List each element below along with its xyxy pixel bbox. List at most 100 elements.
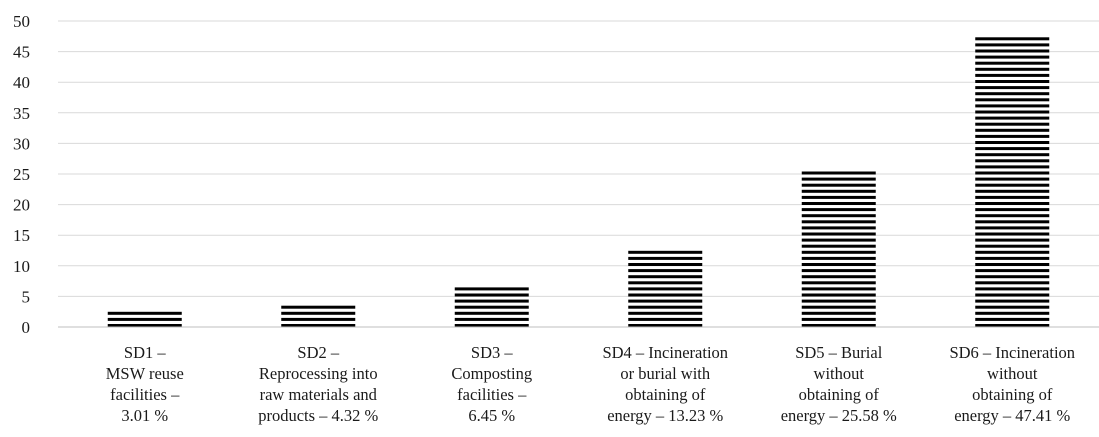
bar-stripe [801,177,876,181]
bar-stripe [975,214,1050,218]
bar-stripe [801,220,876,224]
bar-stripe [801,250,876,254]
bar-stripe [107,317,182,321]
bar-stripe [975,49,1050,53]
y-tick-label: 45 [13,43,30,62]
bar-stripe [454,305,529,309]
bar-stripe [975,293,1050,297]
y-tick-label: 25 [13,165,30,184]
bar-stripe [281,324,356,327]
bar-stripe [975,195,1050,199]
bar-stripe [801,275,876,279]
bar-stripe [975,98,1050,102]
bar-stripe [801,293,876,297]
bar [107,311,182,327]
bar-stripe [454,299,529,303]
bar-stripe [628,281,703,285]
x-tick-label: SD1 – MSW reuse facilities – 3.01 % [105,343,184,425]
bar-stripe [454,324,529,327]
bar-stripe [801,189,876,193]
bar-stripe [801,287,876,291]
bar-stripe [975,55,1050,59]
bar-stripe [628,311,703,315]
bar-stripe [281,311,356,315]
y-tick-label: 35 [13,104,30,123]
bar-stripe [801,281,876,285]
bar-stripe [628,256,703,260]
bar-stripe [454,317,529,321]
bar-stripe [975,147,1050,151]
bar-stripe [975,153,1050,157]
bar [454,287,529,327]
bar-stripe [801,226,876,230]
bar-stripe [628,269,703,273]
bar-stripe [801,171,876,175]
bar-stripe [975,244,1050,248]
bar-stripe [975,238,1050,242]
bar-stripe [801,269,876,273]
bar-stripe [454,311,529,315]
bar-stripe [281,317,356,321]
bar-stripe [975,134,1050,138]
bar-stripe [801,214,876,218]
bar-stripe [628,263,703,266]
bar-stripe [454,293,529,297]
x-tick-label: SD5 – Burial without obtaining of energy… [780,343,897,425]
bar-stripe [801,317,876,321]
y-tick-label: 15 [13,226,30,245]
bar-stripe [975,61,1050,65]
bar-stripe [281,305,356,309]
bar-stripe [975,104,1050,108]
bar-stripe [975,183,1050,187]
bar-stripe [975,67,1050,71]
bar-stripe [975,311,1050,315]
x-tick-label: SD2 – Reprocessing into raw materials an… [258,343,379,425]
bar-stripe [801,311,876,315]
x-tick-label: SD6 – Incineration without obtaining of … [949,343,1076,425]
bar-stripe [975,281,1050,285]
gridlines [58,20,1099,297]
bar-stripe [801,202,876,205]
bar-stripe [975,305,1050,309]
bar-stripe [975,263,1050,266]
y-tick-label: 5 [22,287,31,306]
bar-stripe [975,232,1050,236]
bar-stripe [975,128,1050,132]
bar-stripe [975,122,1050,126]
bar-stripe [628,250,703,254]
y-tick-label: 20 [13,196,30,215]
bar-stripe [975,159,1050,163]
y-tick-label: 30 [13,134,30,153]
bar-stripe [975,250,1050,254]
y-tick-label: 10 [13,257,30,276]
bar-stripe [801,324,876,327]
bar-stripe [975,275,1050,279]
bar-stripe [975,256,1050,260]
bar-stripe [801,244,876,248]
bar-stripe [975,226,1050,230]
y-tick-label: 50 [13,12,30,31]
bar-stripe [975,165,1050,169]
x-tick-label: SD3 – Composting facilities – 6.45 % [451,343,533,425]
bar [801,171,876,327]
bar-stripe [628,324,703,327]
bars [107,37,1050,327]
bar-stripe [628,293,703,297]
bar-stripe [975,299,1050,303]
bar [975,37,1050,327]
bar-stripe [975,324,1050,327]
x-tick-label: SD4 – Incineration or burial with obtain… [602,343,729,425]
bar-stripe [975,73,1050,77]
bar-stripe [975,80,1050,83]
bar-stripe [975,110,1050,114]
bar-stripe [801,183,876,187]
bar-stripe [975,220,1050,224]
bar-stripe [801,256,876,260]
bar-stripe [975,171,1050,175]
bar-stripe [975,208,1050,212]
bar-stripe [628,275,703,279]
y-axis-tick-labels: 0 5 10 15 20 25 30 35 40 45 50 [13,12,30,337]
bar-stripe [975,269,1050,273]
bar-stripe [801,263,876,266]
